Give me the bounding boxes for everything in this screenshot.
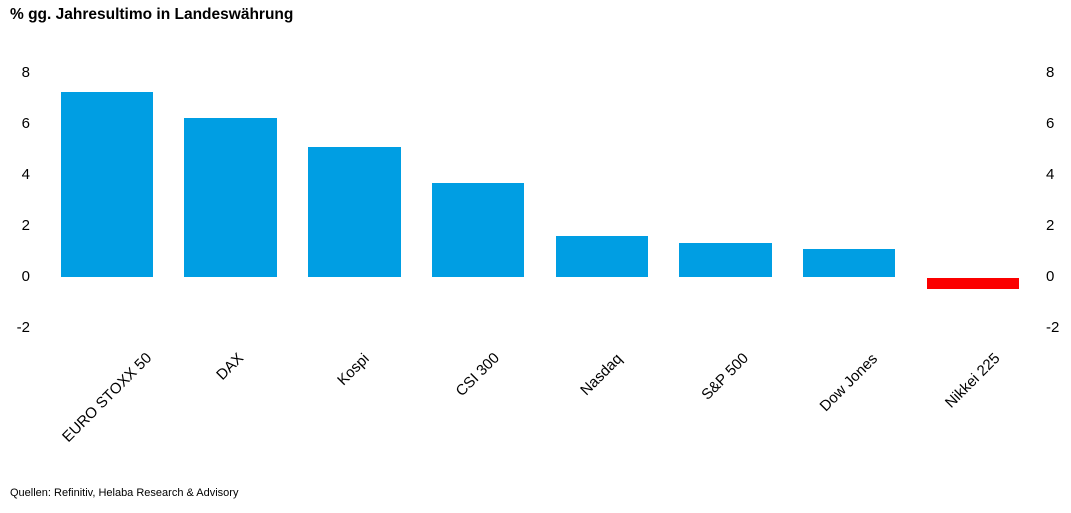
y-axis-tick-left: 2 [21,217,30,234]
y-axis-tick-left: -2 [16,319,30,336]
source-note: Quellen: Refinitiv, Helaba Research & Ad… [10,487,239,499]
y-axis-tick-left: 8 [21,64,30,81]
bar-nikkei-225 [926,278,1020,289]
x-category-label: EURO STOXX 50 [58,350,155,447]
y-axis-tick-left: 4 [21,166,30,183]
x-category-label: Nasdaq [577,350,626,399]
bar-dow-jones [802,248,896,277]
y-axis-tick-right: -2 [1046,319,1060,336]
bar-nasdaq [555,236,649,278]
x-category-label: Kospi [334,350,374,389]
bar-dax [184,117,277,277]
chart-title: % gg. Jahresultimo in Landeswährung [10,6,294,23]
y-axis-tick-right: 0 [1046,268,1055,285]
x-category-label: CSI 300 [452,349,504,401]
bar-euro-stoxx-50 [60,92,154,278]
x-category-label: Nikkei 225 [941,349,1004,412]
x-category-label: Dow Jones [816,349,882,415]
y-axis-tick-left: 0 [21,268,30,285]
x-category-label: DAX [213,350,248,384]
y-axis-tick-right: 4 [1046,166,1055,183]
x-category-label: S&P 500 [698,350,752,404]
y-axis-tick-right: 2 [1046,217,1055,234]
bar-kospi [308,146,401,277]
y-axis-tick-left: 6 [21,115,30,132]
bar-s-p-500 [679,242,772,277]
y-axis-tick-right: 6 [1046,115,1055,132]
bar-csi-300 [431,182,525,277]
y-axis-tick-right: 8 [1046,64,1055,81]
